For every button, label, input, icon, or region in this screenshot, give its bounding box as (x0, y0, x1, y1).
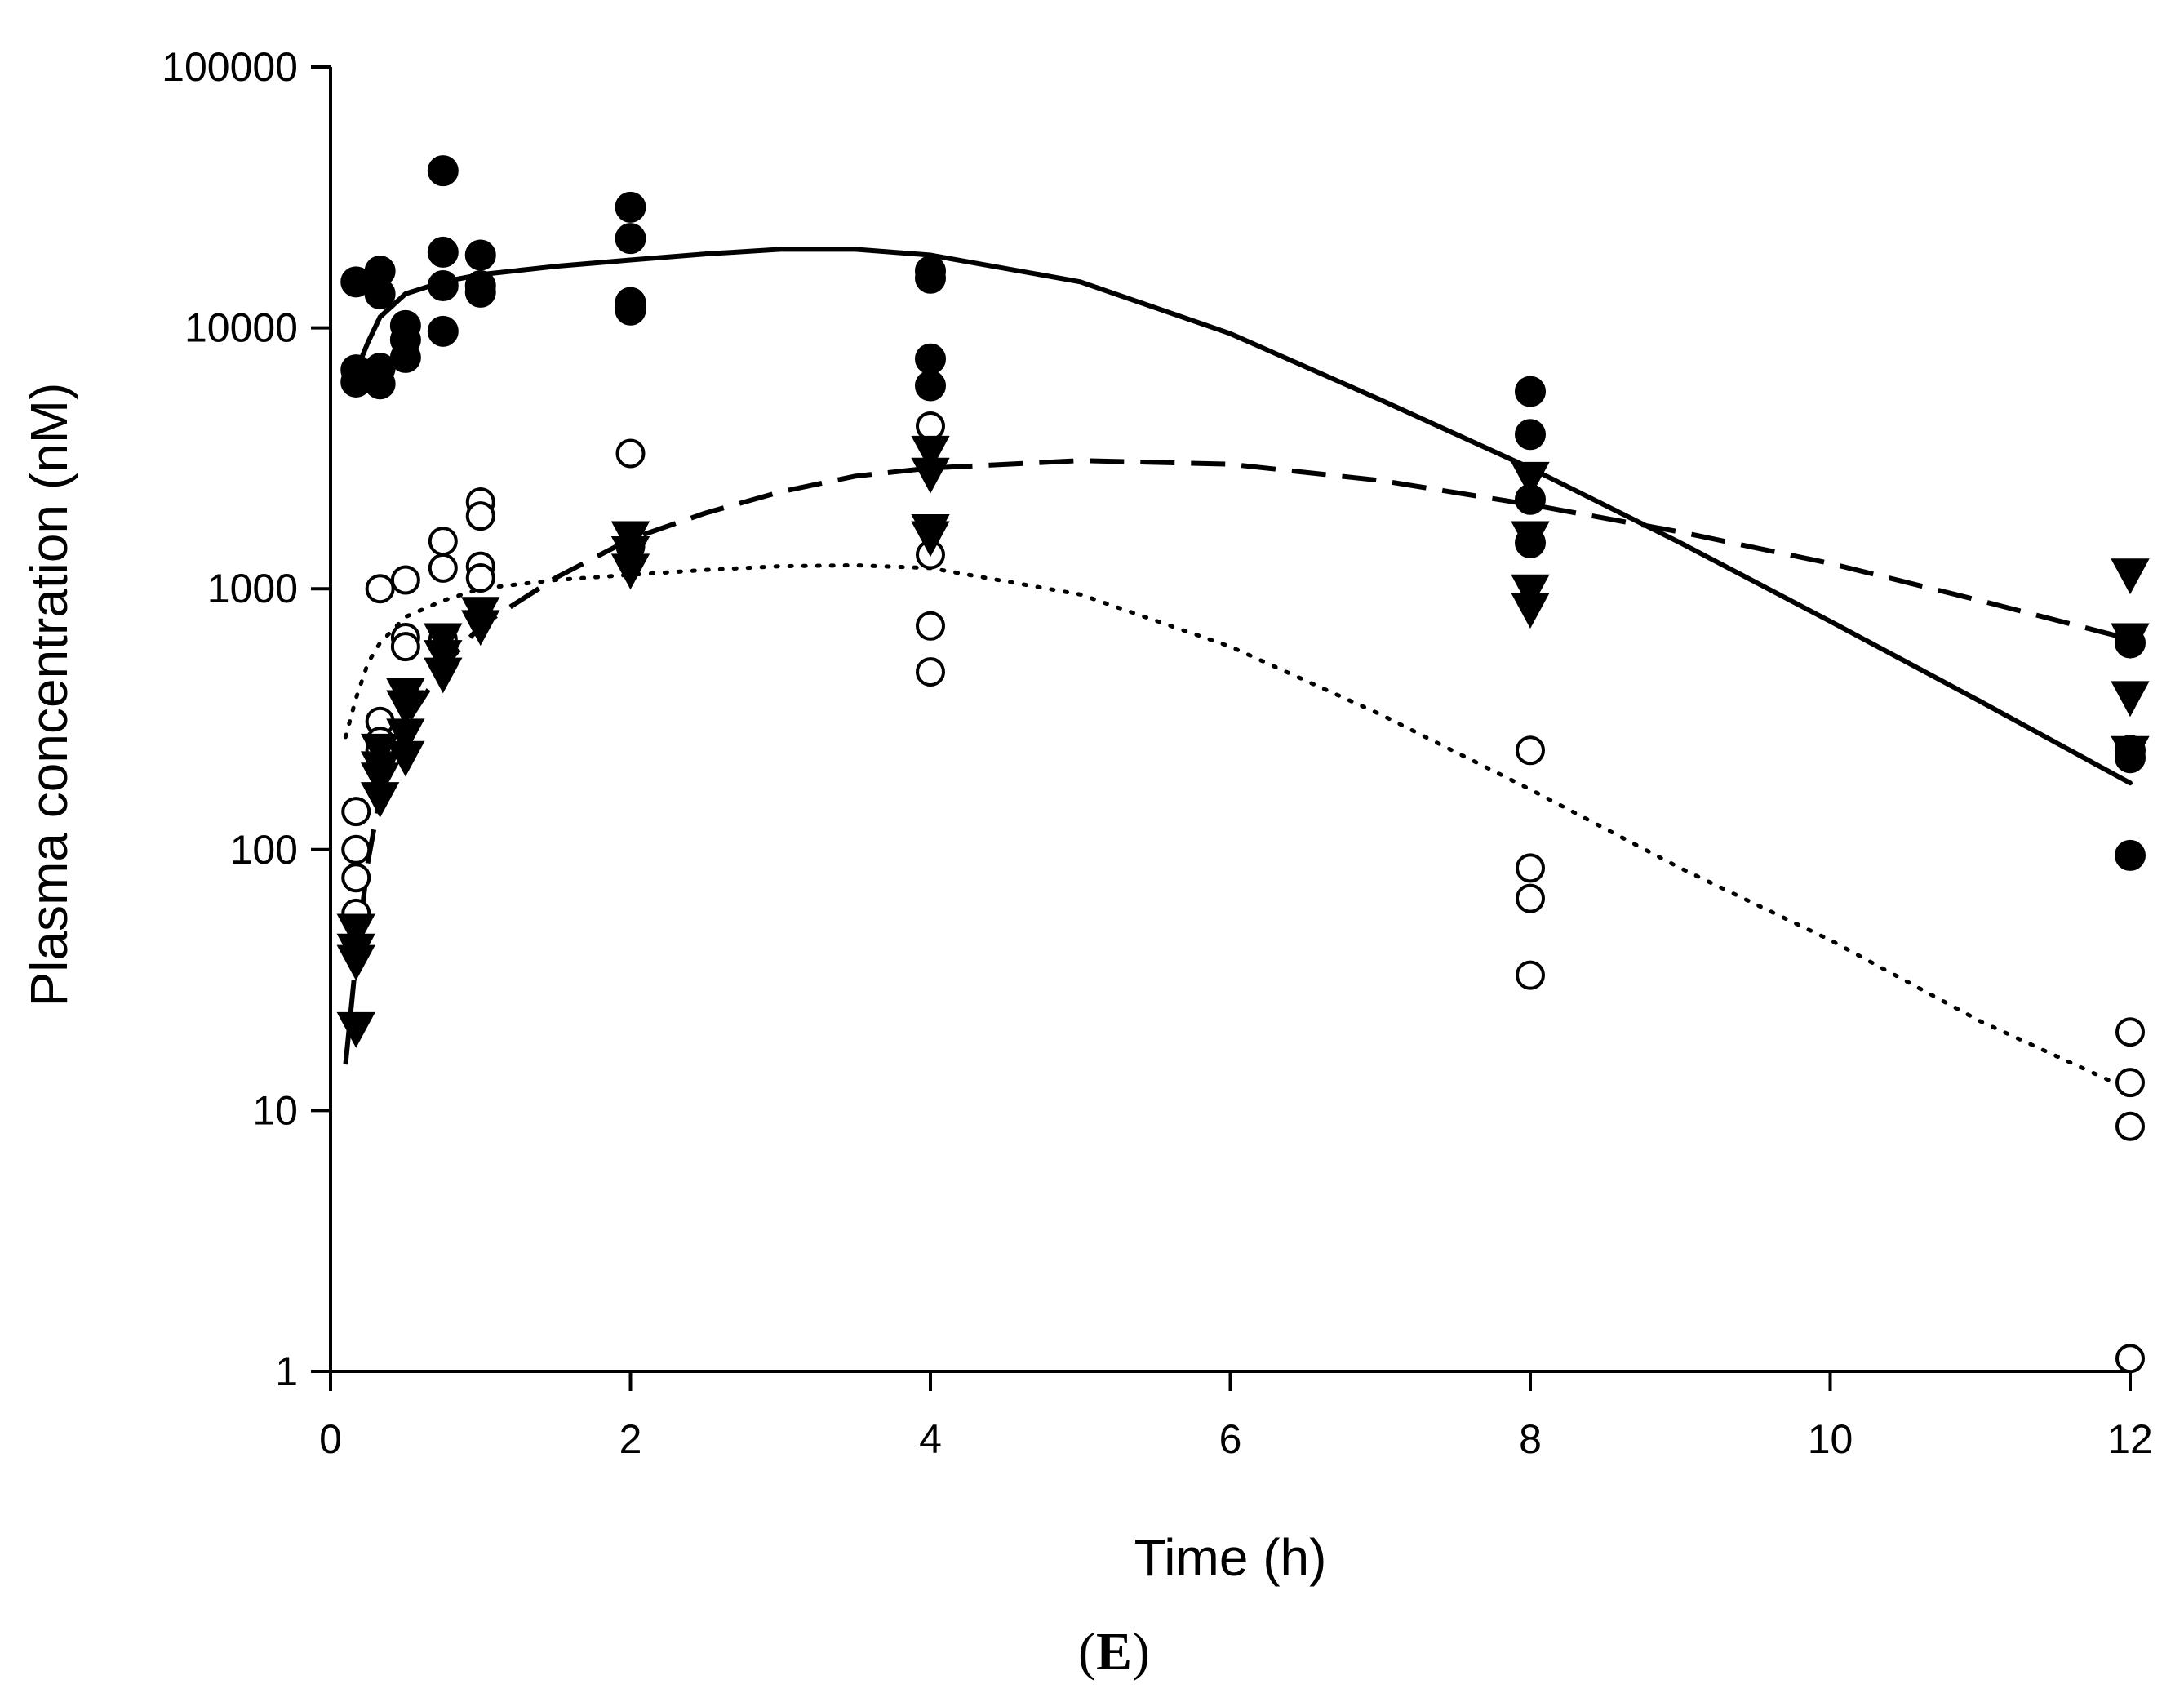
fit-line-solid (353, 247, 2133, 786)
filled-circle-point (427, 270, 459, 302)
x-tick-label: 8 (1519, 1416, 1542, 1462)
filled-circle-point (615, 191, 646, 223)
fit-line-dotted (343, 563, 2133, 1092)
x-axis-title: Time (h) (1134, 1528, 1327, 1587)
y-tick-label: 10000 (184, 305, 298, 351)
filled-circle-point (915, 262, 946, 294)
open-circle-point (465, 501, 495, 531)
filled-triangle-point (386, 718, 425, 755)
panel-label-letter: E (1096, 1622, 1132, 1682)
filled-circle-point (915, 370, 946, 402)
filled-triangle-point (911, 435, 950, 472)
x-tick-label: 2 (619, 1416, 642, 1462)
open-circle-point (341, 797, 371, 827)
filled-circle-point (915, 343, 946, 375)
filled-circle-point (427, 236, 459, 268)
y-tick-label: 100 (230, 827, 298, 873)
filled-circle-point (464, 239, 496, 271)
y-tick-label: 1 (275, 1349, 298, 1394)
y-tick-label: 10 (252, 1087, 298, 1133)
open-circle-point (1516, 960, 1545, 990)
filled-triangle-point (424, 657, 463, 694)
filled-triangle-point (424, 640, 463, 676)
filled-triangle-point (336, 944, 375, 981)
y-tick-label: 100000 (162, 44, 298, 90)
filled-triangle-point (911, 521, 950, 558)
filled-triangle-point (2111, 558, 2150, 595)
filled-triangle-point (461, 610, 500, 647)
open-circle-point (341, 834, 371, 864)
filled-triangle-point (1511, 521, 1550, 558)
open-circle-point (390, 632, 420, 662)
filled-triangle-point (2111, 681, 2150, 718)
open-circle-point (365, 574, 395, 604)
filled-triangle-point (610, 553, 650, 590)
axes (329, 67, 2130, 1389)
filled-triangle-point (360, 762, 400, 799)
open-circle-point (2115, 1017, 2145, 1047)
filled-circle-point (1515, 376, 1546, 407)
open-circle-point (916, 611, 945, 641)
open-circle-point (390, 565, 420, 595)
filled-triangle-point (336, 1011, 375, 1048)
panel-label-open: ( (1078, 1622, 1096, 1682)
open-circle-point (916, 411, 945, 442)
filled-triangle-point (1511, 574, 1550, 611)
x-tick-label: 0 (319, 1416, 342, 1462)
open-circle-point (1516, 853, 1545, 883)
fit-line-dashed (343, 458, 2131, 1065)
filled-circle-point (2115, 839, 2146, 871)
open-circle-point (465, 562, 495, 593)
filled-circle-point (427, 155, 459, 187)
open-circle-point (341, 863, 371, 893)
filled-triangle-point (386, 690, 425, 727)
x-tick-label: 12 (2107, 1416, 2153, 1462)
open-circle-point (2115, 1344, 2145, 1374)
filled-triangle-point (360, 782, 400, 818)
open-circle-point (615, 438, 646, 469)
filled-circle-point (389, 341, 421, 373)
filled-circle-point (615, 294, 646, 326)
open-circle-point (1516, 883, 1545, 913)
panel-label-close: ) (1132, 1622, 1150, 1682)
filled-triangle-point (1511, 593, 1550, 629)
filled-triangle-point (610, 535, 650, 572)
filled-triangle-point (386, 740, 425, 777)
filled-triangle-point (1511, 461, 1550, 498)
filled-circle-point (364, 368, 396, 400)
x-axis-ticks: 0 2 4 6 8 10 12 (319, 1371, 2153, 1462)
y-tick-label: 1000 (207, 566, 298, 611)
open-circle-point (916, 657, 945, 687)
y-axis-title: Plasma concentration (nM) (20, 383, 78, 1007)
open-circle-point (2115, 1068, 2145, 1098)
open-circle-point (1516, 735, 1545, 766)
fit-lines (343, 247, 2133, 1092)
filled-circle-point (364, 278, 396, 309)
x-tick-label: 10 (1808, 1416, 1853, 1462)
open-circle-point (428, 553, 458, 583)
x-tick-label: 4 (919, 1416, 942, 1462)
open-circle-point (428, 527, 458, 557)
y-axis-ticks: 1 10 100 1000 10000 100000 (162, 44, 331, 1394)
filled-triangle-point (2111, 735, 2150, 772)
filled-triangle-point (911, 457, 950, 494)
x-tick-label: 6 (1219, 1416, 1242, 1462)
data-points (336, 155, 2150, 1374)
filled-triangle-point (2111, 623, 2150, 660)
filled-triangle-point (336, 913, 375, 950)
filled-circle-point (615, 223, 646, 255)
filled-circle-point (464, 276, 496, 308)
panel-label: (E) (1078, 1622, 1150, 1682)
open-circle-point (2115, 1111, 2145, 1141)
filled-circle-point (1515, 419, 1546, 451)
filled-circle-point (427, 315, 459, 347)
